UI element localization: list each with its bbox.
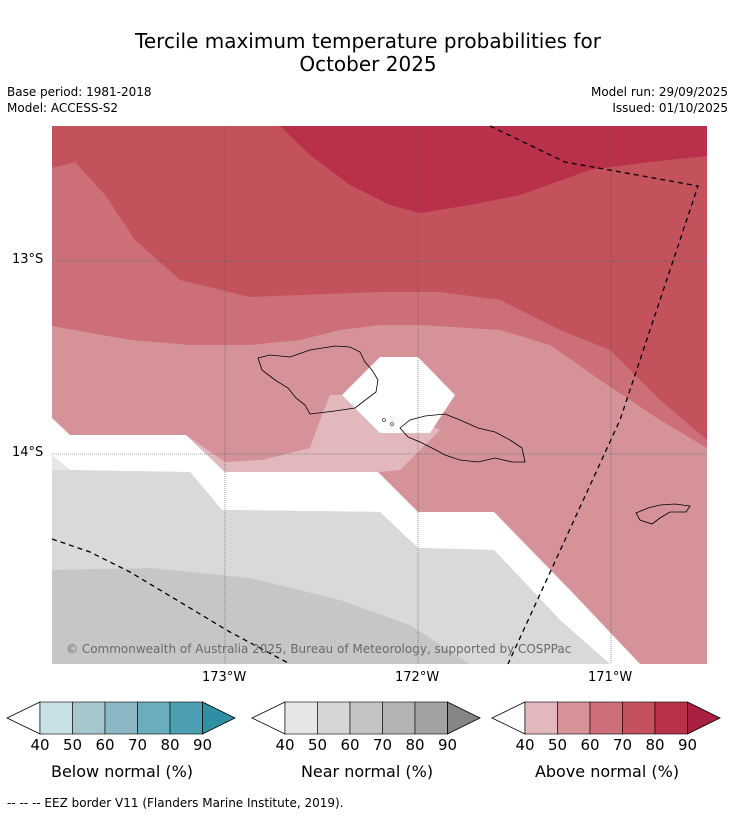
model-name: Model: ACCESS-S2 [7, 101, 119, 115]
colorbar-near-min-extend [251, 701, 286, 735]
colorbar-near-tick: 50 [307, 736, 328, 754]
colorbar-below-max-extend [202, 701, 236, 735]
title-line-1: Tercile maximum temperature probabilitie… [135, 29, 601, 53]
colorbar-above-min-extend [491, 701, 526, 735]
no-data-band-1 [52, 418, 640, 664]
colorbar-below-tick: 80 [160, 736, 180, 754]
colorbar-below-segment [104, 701, 138, 735]
colorbar-below-normal [6, 701, 236, 735]
colorbar-near-segment [349, 701, 383, 735]
colorbar-above-tick: 70 [612, 736, 633, 754]
colorbar-above-max-extend [687, 701, 721, 735]
colorbar-above-segment [557, 701, 591, 735]
colorbar-above-normal [491, 701, 721, 735]
colorbar-near-tick: 90 [437, 736, 458, 754]
label-near-normal: Near normal (%) [300, 762, 434, 781]
upolu-island [399, 413, 526, 463]
colorbar-near-max-extend [447, 701, 481, 735]
colorbar-above-tick: 50 [547, 736, 568, 754]
title-line-2: October 2025 [299, 52, 437, 76]
colorbar-above-segment [654, 701, 688, 735]
label-above-normal: Above normal (%) [534, 762, 680, 781]
small-islet-2 [390, 422, 394, 426]
colorbar-ticks: 40 50 60 70 80 90 40 50 60 70 80 90 40 50 60 70 80 90 [0, 736, 736, 756]
colorbar-below-tick: 70 [127, 736, 148, 754]
colorbar-near-tick: 40 [275, 736, 295, 754]
colorbars [6, 701, 721, 735]
savaii-island [257, 345, 379, 415]
no-data-island [342, 357, 455, 433]
colorbar-below-segment [137, 701, 171, 735]
colorbar-below-segment [72, 701, 106, 735]
lat-label-14s: 14°S [12, 445, 44, 460]
copyright-notice: © Commonwealth of Australia 2025, Bureau… [66, 642, 572, 656]
graticule [52, 126, 707, 664]
field-above-70 [52, 126, 707, 440]
colorbar-above-segment [589, 701, 623, 735]
tutuila-island [635, 503, 691, 525]
colorbar-near-tick: 60 [340, 736, 360, 754]
colorbar-below-segment [169, 701, 203, 735]
colorbar-below-segment [39, 701, 73, 735]
lon-label-173w: 173°W [202, 670, 247, 685]
eez-footnote: -- -- -- EEZ border V11 (Flanders Marine… [7, 796, 344, 810]
model-run: Model run: 29/09/2025 [590, 85, 728, 99]
colorbar-below-tick: 50 [62, 736, 83, 754]
eez-border-east [489, 125, 699, 665]
colorbar-near-segment [382, 701, 416, 735]
base-period: Base period: 1981-2018 [7, 85, 152, 99]
colorbar-below-tick: 60 [95, 736, 115, 754]
colorbar-above-segment [622, 701, 656, 735]
colorbar-below-tick: 90 [192, 736, 213, 754]
colorbar-below-min-extend [6, 701, 41, 735]
colorbar-near-segment [317, 701, 351, 735]
colorbar-near-tick: 70 [372, 736, 393, 754]
colorbar-near-normal [251, 701, 481, 735]
colorbar-above-segment [524, 701, 558, 735]
colorbar-near-segment [284, 701, 318, 735]
meta-right: Model run: 29/09/2025 Issued: 01/10/2025 [591, 84, 728, 116]
field-above-80 [280, 126, 707, 213]
issued-date: Issued: 01/10/2025 [612, 101, 728, 115]
colorbar-above-tick: 90 [677, 736, 698, 754]
meta-left: Base period: 1981-2018 Model: ACCESS-S2 [7, 84, 152, 116]
colorbar-above-tick: 80 [645, 736, 665, 754]
colorbar-near-segment [414, 701, 448, 735]
chart-title: Tercile maximum temperature probabilitie… [0, 30, 736, 76]
field-near-60 [52, 568, 470, 664]
colorbar-above-tick: 60 [580, 736, 600, 754]
colorbar-near-tick: 80 [405, 736, 425, 754]
colorbar-below-tick: 40 [30, 736, 50, 754]
colorbar-above-tick: 40 [515, 736, 535, 754]
lat-label-13s: 13°S [12, 252, 44, 267]
lon-label-172w: 172°W [395, 670, 440, 685]
lon-label-171w: 171°W [588, 670, 633, 685]
probability-fields [52, 126, 707, 664]
label-below-normal: Below normal (%) [50, 762, 194, 781]
small-islet-1 [382, 418, 386, 422]
